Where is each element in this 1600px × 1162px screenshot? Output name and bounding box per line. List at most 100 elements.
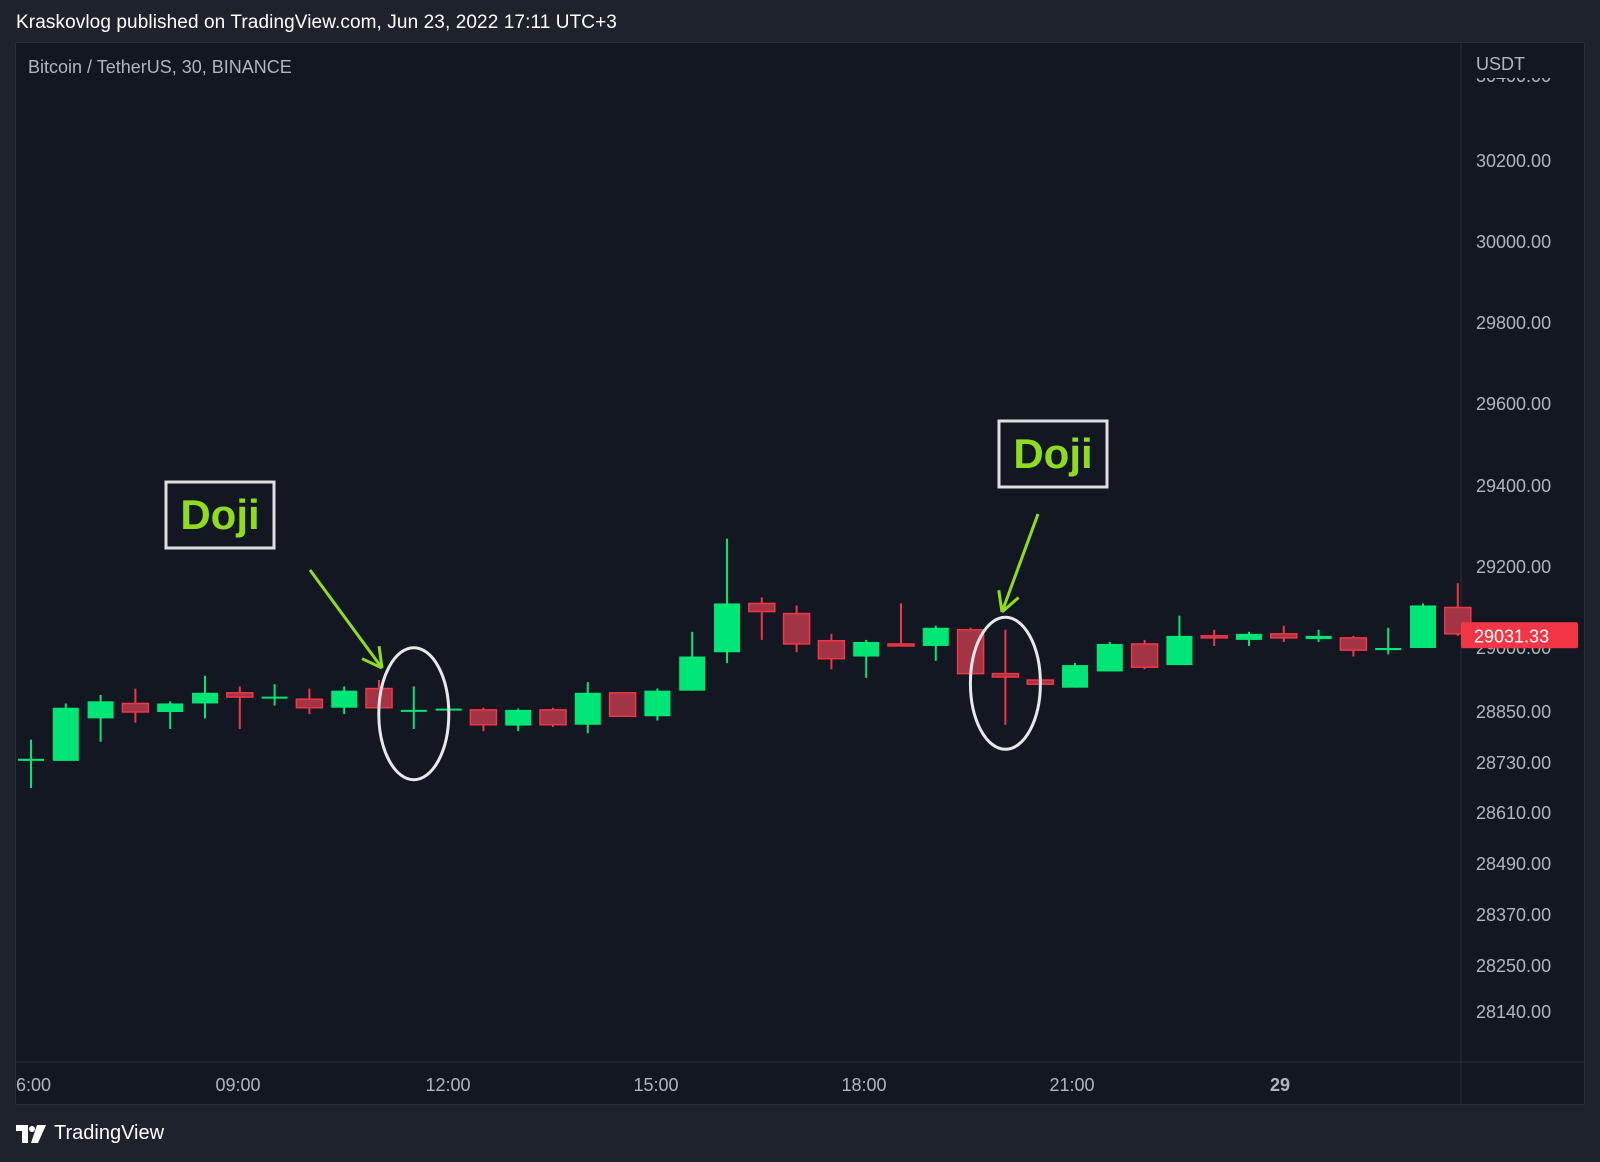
candle bbox=[991, 629, 1020, 725]
candle-body bbox=[18, 758, 44, 761]
candle-body bbox=[1096, 643, 1123, 672]
candle bbox=[1130, 639, 1159, 670]
price-axis-label: 28730.00 bbox=[1476, 753, 1551, 773]
last-price-tag-bg bbox=[1461, 622, 1578, 649]
candle bbox=[644, 688, 671, 721]
candle-body bbox=[1339, 637, 1368, 651]
candle bbox=[87, 694, 114, 742]
price-axis-label: 28610.00 bbox=[1476, 803, 1551, 823]
doji-arrow bbox=[1000, 513, 1040, 613]
candle-body bbox=[644, 690, 671, 717]
doji-highlight-ellipse bbox=[377, 646, 451, 782]
time-axis: 6:00 09:00 12:00 15:00 18:00 21:00 29 bbox=[16, 1075, 1290, 1095]
candle bbox=[1270, 625, 1298, 642]
doji-arrow-head bbox=[1001, 596, 1020, 614]
candle-body bbox=[87, 701, 114, 719]
candle-body bbox=[400, 709, 427, 712]
price-axis-label: 28490.00 bbox=[1476, 854, 1551, 874]
candle-body bbox=[157, 703, 184, 712]
doji-arrow-head bbox=[361, 657, 383, 670]
candle bbox=[574, 682, 601, 734]
candle-body bbox=[714, 603, 740, 653]
candle bbox=[714, 538, 740, 663]
price-axis-label: 29200.00 bbox=[1476, 557, 1551, 577]
doji-label-box bbox=[997, 419, 1109, 489]
doji-label-text: Doji bbox=[1013, 430, 1092, 477]
publisher-credit: Kraskovlog published on TradingView.com,… bbox=[16, 12, 617, 33]
candle bbox=[539, 707, 567, 727]
candle-body bbox=[226, 692, 254, 698]
candle bbox=[295, 688, 324, 715]
candle-body bbox=[991, 672, 1020, 678]
last-price-tag: 29031.33 bbox=[1461, 622, 1578, 649]
candle-body bbox=[817, 639, 846, 660]
candle-body bbox=[1166, 635, 1193, 666]
doji-annotation: Doji bbox=[164, 480, 451, 782]
candle-body bbox=[192, 692, 218, 704]
candle bbox=[887, 603, 915, 647]
price-axis-label: 29600.00 bbox=[1476, 394, 1551, 414]
candle-body bbox=[121, 702, 150, 713]
doji-arrow-head bbox=[377, 645, 384, 669]
time-axis-label: 12:00 bbox=[425, 1075, 470, 1095]
annotations-layer: Doji Doji bbox=[164, 419, 1109, 782]
candle-body bbox=[1062, 665, 1088, 688]
time-axis-label: 18:00 bbox=[841, 1075, 886, 1095]
candle-body bbox=[608, 692, 637, 717]
candle bbox=[1062, 662, 1088, 688]
candle-body bbox=[574, 692, 601, 725]
candle bbox=[817, 633, 846, 670]
price-axis-label: 29400.00 bbox=[1476, 476, 1551, 496]
price-axis-label: 28250.00 bbox=[1476, 956, 1551, 976]
price-axis-label: 29800.00 bbox=[1476, 313, 1551, 333]
candle bbox=[18, 739, 44, 788]
candle-body bbox=[505, 709, 532, 726]
candle bbox=[1339, 635, 1368, 657]
candle bbox=[261, 684, 288, 706]
candle bbox=[400, 686, 427, 729]
candle-body bbox=[1236, 633, 1262, 640]
candle-body bbox=[1200, 635, 1228, 639]
price-axis-unit: USDT bbox=[1476, 54, 1525, 74]
candle-body bbox=[853, 641, 880, 657]
candle bbox=[1096, 641, 1123, 672]
candle bbox=[226, 686, 254, 729]
candle-body bbox=[1130, 643, 1159, 668]
candle bbox=[1200, 629, 1228, 646]
price-axis-label: 28850.00 bbox=[1476, 702, 1551, 722]
price-axis-label: 28140.00 bbox=[1476, 1002, 1551, 1022]
price-axis-label: 30200.00 bbox=[1476, 151, 1551, 171]
time-axis-label: 15:00 bbox=[633, 1075, 678, 1095]
candle bbox=[1444, 583, 1472, 636]
price-axis-label: 30000.00 bbox=[1476, 232, 1551, 252]
time-axis-label: 09:00 bbox=[215, 1075, 260, 1095]
candle bbox=[1410, 603, 1436, 648]
doji-arrow bbox=[308, 569, 384, 669]
candle bbox=[505, 708, 532, 732]
candle bbox=[157, 701, 184, 729]
candle bbox=[121, 688, 150, 723]
candles-layer bbox=[18, 538, 1472, 788]
candle bbox=[782, 605, 811, 653]
chart-frame bbox=[15, 42, 1585, 1105]
doji-label-text: Doji bbox=[180, 491, 259, 538]
doji-annotation: Doji bbox=[968, 419, 1109, 751]
candle-body bbox=[469, 709, 498, 726]
candle bbox=[1305, 629, 1332, 642]
candle-body bbox=[331, 690, 358, 708]
candle-body bbox=[295, 698, 324, 709]
tradingview-logo-icon bbox=[16, 1124, 46, 1143]
candle-body bbox=[887, 643, 915, 647]
tradingview-logo[interactable]: TradingView bbox=[16, 1122, 164, 1145]
price-axis-label: 30400.00 bbox=[1476, 66, 1551, 86]
price-axis: 30400.00 30200.00 30000.00 29800.00 29600.00… bbox=[1476, 66, 1551, 1022]
candle-body bbox=[748, 602, 776, 613]
time-axis-label: 21:00 bbox=[1049, 1075, 1094, 1095]
doji-label-box bbox=[164, 480, 276, 550]
candle-body bbox=[1305, 635, 1332, 640]
candle-body bbox=[261, 696, 288, 699]
time-axis-label: 29 bbox=[1270, 1075, 1290, 1095]
candle-body bbox=[679, 656, 706, 691]
candle bbox=[1166, 615, 1193, 666]
